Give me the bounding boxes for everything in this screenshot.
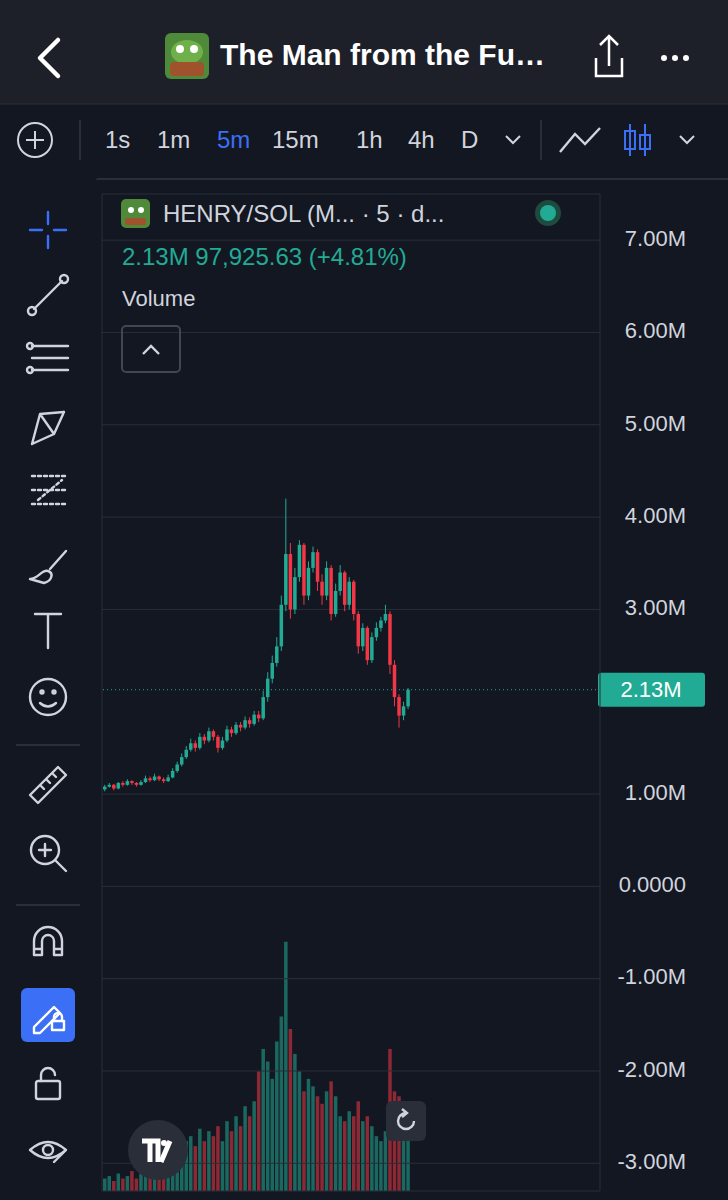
svg-text:6.00M: 6.00M <box>625 318 686 343</box>
svg-text:HENRY/SOL (M... · 5 · d...: HENRY/SOL (M... · 5 · d... <box>163 200 444 227</box>
svg-text:15m: 15m <box>272 126 319 153</box>
svg-text:7.00M: 7.00M <box>625 226 686 251</box>
svg-text:5.00M: 5.00M <box>625 411 686 436</box>
svg-text:0.0000: 0.0000 <box>619 872 686 897</box>
svg-text:Volume: Volume <box>122 286 195 311</box>
html-text:The Man from the Fu…: The Man from the Fu… <box>220 38 545 71</box>
svg-text:1s: 1s <box>105 126 130 153</box>
svg-text:D: D <box>461 126 478 153</box>
svg-text:2.13M: 2.13M <box>620 677 681 702</box>
svg-text:1m: 1m <box>157 126 190 153</box>
svg-text:1h: 1h <box>356 126 383 153</box>
svg-text:-1.00M: -1.00M <box>618 964 686 989</box>
svg-text:5m: 5m <box>217 126 250 153</box>
svg-text:-3.00M: -3.00M <box>618 1149 686 1174</box>
svg-text:-2.00M: -2.00M <box>618 1057 686 1082</box>
svg-text:4h: 4h <box>408 126 435 153</box>
svg-text:2.13M 97,925.63 (+4.81%): 2.13M 97,925.63 (+4.81%) <box>122 243 407 270</box>
svg-text:1.00M: 1.00M <box>625 780 686 805</box>
svg-text:4.00M: 4.00M <box>625 503 686 528</box>
svg-text:3.00M: 3.00M <box>625 595 686 620</box>
